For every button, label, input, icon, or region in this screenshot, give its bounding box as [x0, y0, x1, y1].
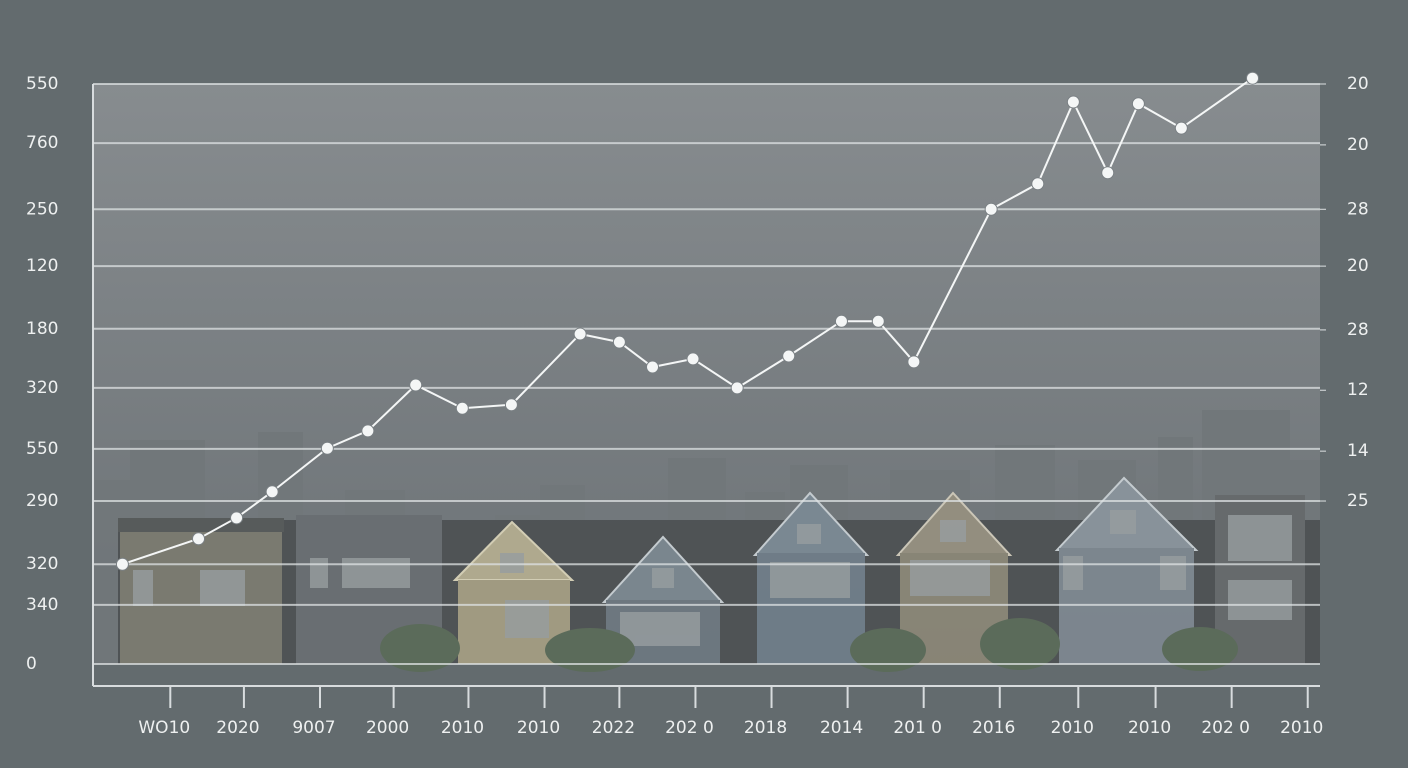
data-point	[504, 398, 518, 412]
x-tick-label: 2000	[366, 718, 409, 738]
data-point	[1131, 97, 1145, 111]
y-tick-label: 550	[26, 439, 58, 459]
y-tick-label: 0	[26, 654, 37, 674]
x-tick-label: 2010	[1051, 718, 1094, 738]
background-illustration	[95, 410, 1320, 672]
y-tick-label: 180	[26, 319, 58, 339]
data-point	[1031, 177, 1045, 191]
x-tick-label: 201 0	[893, 718, 942, 738]
x-tick-label: 2014	[820, 718, 863, 738]
x-tick-label: 2010	[1280, 718, 1323, 738]
data-point	[230, 511, 244, 525]
y2-tick-label: 14	[1347, 441, 1369, 461]
y-tick-label: 290	[26, 491, 58, 511]
y-tick-label: 120	[26, 256, 58, 276]
data-point	[320, 441, 334, 455]
data-point	[1066, 95, 1080, 109]
y2-tick-label: 20	[1347, 256, 1369, 276]
y2-tick-label: 20	[1347, 135, 1369, 155]
y-tick-label: 760	[26, 133, 58, 153]
data-point	[834, 314, 848, 328]
data-point	[612, 335, 626, 349]
x-tick-label: 2010	[1128, 718, 1171, 738]
data-point	[361, 424, 375, 438]
data-point	[265, 485, 279, 499]
x-tick-label: 202 0	[665, 718, 714, 738]
data-point	[984, 202, 998, 216]
x-tick-label: 2010	[441, 718, 484, 738]
x-tick-label: 202 0	[1201, 718, 1250, 738]
data-point	[646, 360, 660, 374]
data-point	[1246, 71, 1260, 85]
x-tick-label: 2022	[592, 718, 635, 738]
data-point	[115, 557, 129, 571]
y2-tick-label: 20	[1347, 74, 1369, 94]
data-point	[782, 349, 796, 363]
x-tick-label: 2018	[744, 718, 787, 738]
y2-tick-label: 12	[1347, 380, 1369, 400]
x-tick-label: 2016	[972, 718, 1015, 738]
y2-tick-label: 25	[1347, 491, 1369, 511]
x-tick-label: 2020	[216, 718, 259, 738]
x-tick-label: 2010	[517, 718, 560, 738]
y-tick-label: 320	[26, 554, 58, 574]
y-tick-label: 320	[26, 378, 58, 398]
data-point	[730, 381, 744, 395]
data-point	[573, 327, 587, 341]
data-point	[409, 378, 423, 392]
x-tick-label: WO10	[138, 718, 190, 738]
data-point	[907, 355, 921, 369]
y-tick-label: 340	[26, 595, 58, 615]
x-tick-label: 9007	[292, 718, 335, 738]
data-point	[871, 314, 885, 328]
data-point	[686, 352, 700, 366]
data-point	[192, 532, 206, 546]
y-tick-label: 250	[26, 199, 58, 219]
y2-tick-label: 28	[1347, 320, 1369, 340]
data-point	[1101, 166, 1115, 180]
data-point	[455, 401, 469, 415]
y-tick-label: 550	[26, 74, 58, 94]
y2-tick-label: 28	[1347, 199, 1369, 219]
data-point	[1174, 121, 1188, 135]
